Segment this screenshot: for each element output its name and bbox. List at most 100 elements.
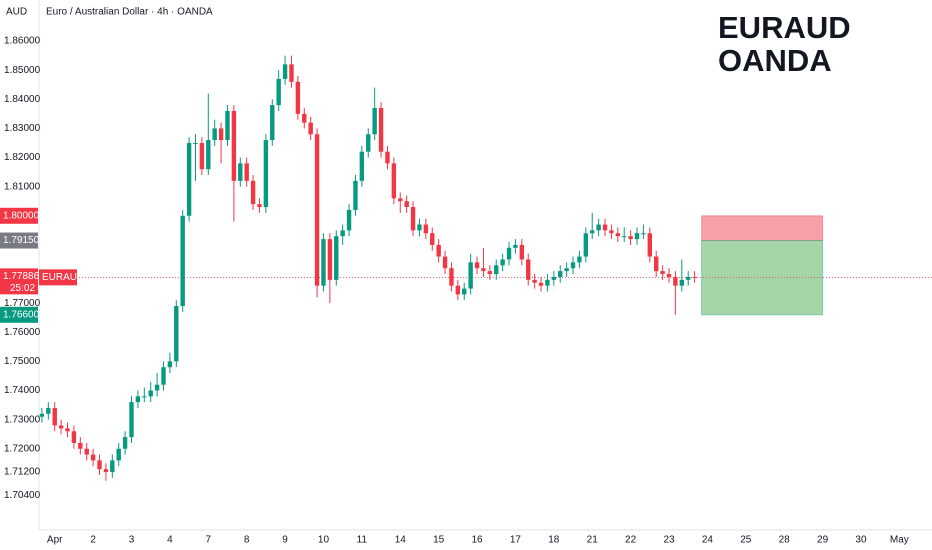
candle-body	[250, 180, 256, 205]
candle-body	[334, 236, 339, 280]
candle-body	[564, 268, 569, 272]
candle-body	[590, 230, 595, 234]
candle-body	[519, 244, 525, 260]
candle-body	[398, 198, 403, 202]
candle-body	[641, 233, 646, 235]
candle-body	[327, 239, 333, 280]
candle-body	[436, 244, 441, 257]
candle-body	[545, 279, 550, 286]
candle-body	[78, 442, 83, 449]
symbol-label: AUD	[6, 7, 27, 18]
candle-body	[455, 285, 461, 295]
x-tick-label: 24	[702, 535, 714, 546]
stop-box	[0, 207, 38, 224]
candle-body	[225, 110, 230, 141]
y-tick-label: 1.84000	[4, 94, 41, 105]
candle-body	[212, 128, 217, 141]
y-tick-label: 1.72000	[4, 443, 41, 454]
candle-body	[263, 140, 269, 208]
candle-body	[481, 268, 486, 272]
candle-body	[289, 64, 294, 82]
candle-body	[238, 163, 243, 181]
candle-body	[135, 396, 141, 403]
x-tick-label: 15	[433, 535, 445, 546]
candle-body	[257, 204, 262, 208]
candle-body	[692, 276, 697, 278]
candle-body	[359, 151, 365, 181]
target-label: 1.76600	[3, 309, 40, 320]
axes: 1.86000 1.85000 1.84000 1.83000 1.82000 1.810…	[0, 36, 909, 546]
candle-body	[538, 282, 544, 286]
y-tick-label: 1.76000	[4, 327, 41, 338]
candle-body	[513, 244, 518, 248]
candle-body	[468, 262, 473, 289]
x-tick-label: 8	[244, 535, 250, 546]
candle-body	[244, 163, 249, 181]
plot-area	[39, 55, 932, 481]
candle-body	[116, 448, 121, 461]
x-tick-label: 23	[663, 535, 675, 546]
candle-body	[609, 230, 614, 234]
candle-body	[430, 233, 435, 245]
y-tick-label: 1.86000	[4, 36, 41, 47]
candle-body	[193, 142, 198, 144]
candle-body	[206, 140, 211, 170]
candle-body	[570, 262, 576, 269]
candle-body	[634, 233, 640, 240]
candle-body	[391, 163, 397, 199]
candle-body	[276, 78, 281, 106]
candle-body	[84, 448, 89, 455]
entry-label: 1.79150	[3, 235, 40, 246]
target-zone	[701, 240, 824, 316]
x-tick-label: 14	[395, 535, 407, 546]
candle-body	[340, 230, 345, 237]
candle-body	[647, 233, 653, 257]
candle-body	[577, 256, 582, 263]
x-tick-label: 2	[90, 535, 96, 546]
x-tick-label: 7	[206, 535, 212, 546]
candle-body	[366, 134, 371, 152]
candle-body	[46, 407, 51, 414]
last-price-label: 1.77886	[3, 271, 40, 282]
candle-body	[417, 224, 422, 231]
x-tick-label: 16	[471, 535, 483, 546]
candle-body	[282, 64, 288, 79]
candle-body	[39, 413, 45, 417]
x-tick-label: 25	[740, 535, 752, 546]
target-box	[0, 306, 38, 323]
symbol-tag-label: EURAUD	[42, 272, 84, 283]
candle-body	[602, 224, 608, 231]
candle-body	[90, 454, 96, 461]
candle-body	[583, 233, 589, 257]
x-tick-label: 29	[817, 535, 829, 546]
countdown-label: 25:02	[10, 283, 35, 294]
candle-body	[314, 134, 320, 286]
symbol-tag	[39, 269, 77, 286]
candle-body	[404, 201, 409, 208]
last-price-box	[0, 268, 38, 295]
candle-body	[142, 396, 147, 398]
candle-body	[385, 151, 390, 164]
y-tick-label: 1.75000	[4, 356, 41, 367]
y-tick-label: 1.70400	[4, 490, 41, 501]
candle-body	[660, 271, 665, 275]
x-tick-label: 9	[282, 535, 288, 546]
candle-body	[487, 271, 493, 275]
x-tick-label: 11	[357, 535, 368, 546]
candle-body	[449, 268, 454, 286]
x-tick-label: 17	[510, 535, 522, 546]
candle-body	[174, 306, 179, 362]
y-tick-label: 1.85000	[4, 65, 41, 76]
candle-body	[494, 265, 499, 275]
candle-body	[161, 367, 166, 385]
candle-body	[199, 142, 205, 170]
candle-body	[686, 276, 691, 280]
candle-body	[110, 460, 115, 473]
candle-body	[302, 113, 307, 123]
candle-body	[532, 279, 537, 283]
candle-body	[679, 279, 685, 286]
candle-body	[270, 105, 275, 141]
x-tick-label: 10	[318, 535, 330, 546]
y-tick-label: 1.73000	[4, 414, 41, 425]
candle-body	[654, 256, 659, 272]
